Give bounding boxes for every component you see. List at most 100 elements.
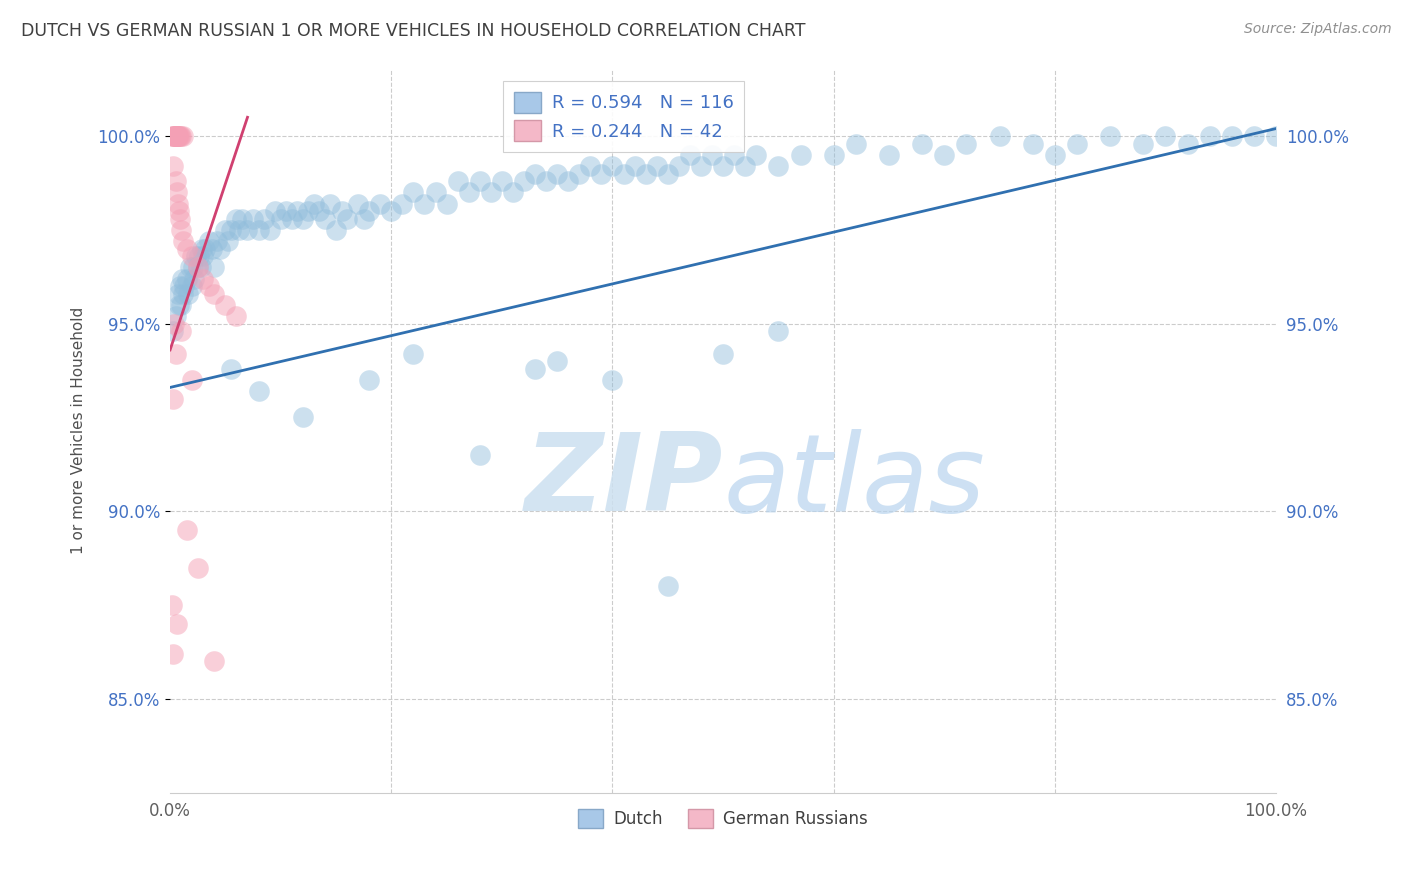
Point <box>163 129 186 144</box>
Point <box>1066 136 1088 151</box>
Point <box>1177 136 1199 151</box>
Point <box>579 159 602 173</box>
Point <box>612 167 634 181</box>
Point <box>308 204 330 219</box>
Point <box>169 129 191 144</box>
Point <box>225 211 247 226</box>
Point <box>172 234 194 248</box>
Point <box>479 186 502 200</box>
Point <box>602 159 624 173</box>
Point <box>217 234 239 248</box>
Point <box>162 159 184 173</box>
Point <box>734 159 756 173</box>
Point <box>177 286 200 301</box>
Point <box>391 196 413 211</box>
Point <box>768 324 790 338</box>
Point <box>219 361 242 376</box>
Point <box>162 598 184 612</box>
Point <box>302 196 325 211</box>
Point <box>165 174 187 188</box>
Point <box>187 249 209 263</box>
Point <box>162 129 184 144</box>
Point <box>167 298 190 312</box>
Point <box>690 159 713 173</box>
Point <box>181 373 204 387</box>
Point <box>162 647 184 661</box>
Point <box>205 234 228 248</box>
Point <box>789 148 811 162</box>
Point <box>446 174 468 188</box>
Point <box>176 271 198 285</box>
Point <box>194 242 217 256</box>
Point <box>231 211 253 226</box>
Point <box>228 223 250 237</box>
Point <box>181 279 204 293</box>
Point <box>214 223 236 237</box>
Point <box>166 196 188 211</box>
Point <box>380 204 402 219</box>
Point <box>163 129 186 144</box>
Point <box>197 279 219 293</box>
Point <box>1265 129 1288 144</box>
Point <box>291 410 314 425</box>
Point <box>325 223 347 237</box>
Point <box>425 186 447 200</box>
Point <box>166 286 188 301</box>
Point <box>557 174 579 188</box>
Point <box>187 260 209 275</box>
Point <box>457 186 479 200</box>
Point <box>402 346 425 360</box>
Point <box>165 346 187 360</box>
Point <box>166 129 188 144</box>
Point <box>1132 136 1154 151</box>
Point <box>166 616 188 631</box>
Point <box>645 159 668 173</box>
Point <box>353 211 375 226</box>
Point <box>191 242 214 256</box>
Point <box>347 196 370 211</box>
Point <box>524 167 547 181</box>
Point <box>172 271 194 285</box>
Point <box>165 129 187 144</box>
Point <box>1099 129 1122 144</box>
Point <box>623 159 645 173</box>
Point <box>359 204 381 219</box>
Point <box>197 234 219 248</box>
Point <box>190 260 212 275</box>
Point <box>1198 129 1220 144</box>
Point <box>359 373 381 387</box>
Point <box>167 129 190 144</box>
Point <box>167 129 190 144</box>
Point <box>468 448 491 462</box>
Point <box>634 167 657 181</box>
Point <box>314 211 336 226</box>
Point <box>276 204 298 219</box>
Point <box>183 271 205 285</box>
Point <box>166 129 188 144</box>
Point <box>711 346 734 360</box>
Point <box>202 654 225 668</box>
Point <box>179 260 201 275</box>
Point <box>402 186 425 200</box>
Point <box>264 204 287 219</box>
Point <box>1243 129 1265 144</box>
Point <box>172 286 194 301</box>
Point <box>602 373 624 387</box>
Point <box>988 129 1011 144</box>
Point <box>225 309 247 323</box>
Point <box>768 159 790 173</box>
Point <box>181 249 204 263</box>
Point <box>202 286 225 301</box>
Point <box>193 249 215 263</box>
Point <box>534 174 557 188</box>
Point <box>202 260 225 275</box>
Point <box>513 174 536 188</box>
Point <box>242 211 264 226</box>
Point <box>166 186 188 200</box>
Point <box>167 204 190 219</box>
Point <box>184 249 207 263</box>
Point <box>165 129 187 144</box>
Point <box>745 148 768 162</box>
Point <box>253 211 276 226</box>
Point <box>591 167 613 181</box>
